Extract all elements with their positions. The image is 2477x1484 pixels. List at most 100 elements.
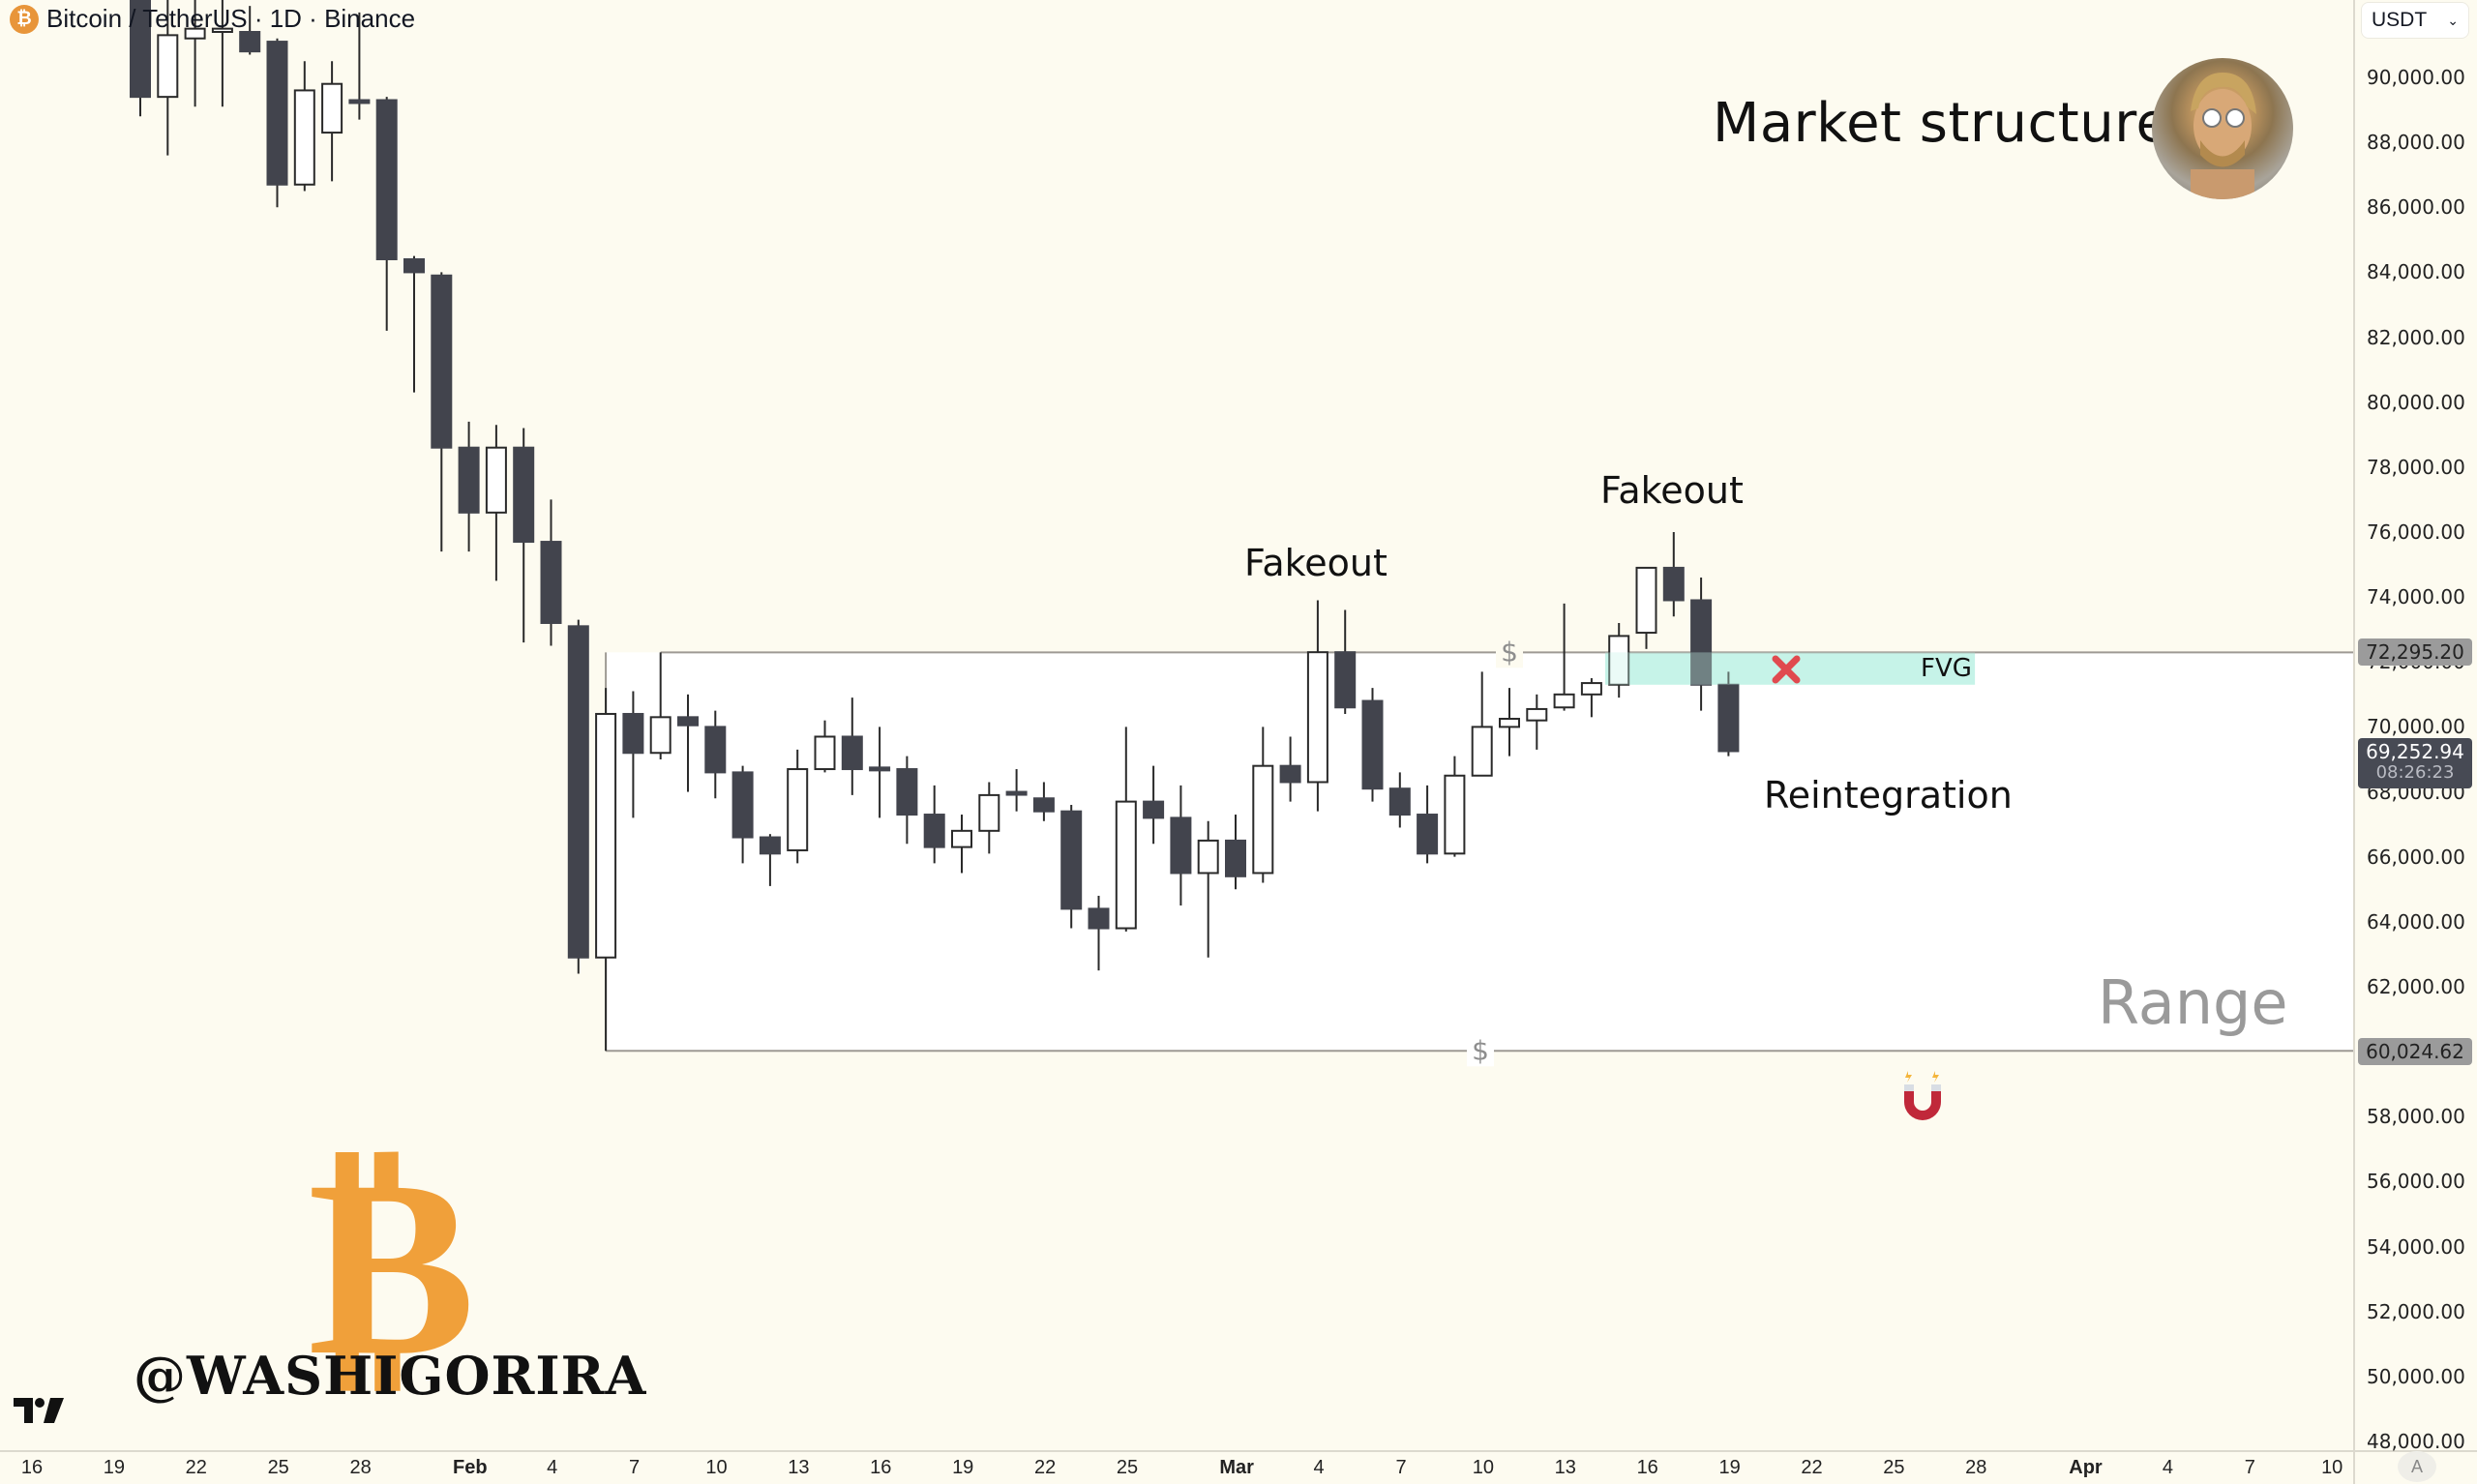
bear-candle[interactable] (1334, 651, 1357, 709)
author-handle-watermark: @WASHIGORIRA (134, 1345, 647, 1407)
bull-candle[interactable] (814, 735, 836, 771)
bear-candle[interactable] (513, 446, 535, 544)
bull-candle[interactable] (978, 793, 1000, 832)
symbol-header[interactable]: ₿ Bitcoin / TetherUS · 1D · Binance (10, 4, 415, 34)
bear-candle[interactable] (1279, 764, 1301, 784)
bull-candle[interactable] (1471, 726, 1493, 777)
fakeout-label-2: Fakeout (1600, 469, 1744, 512)
bear-candle[interactable] (348, 99, 371, 104)
bull-candle[interactable] (485, 446, 507, 514)
currency-value: USDT (2372, 9, 2428, 31)
magnet-icon (1896, 1069, 1949, 1130)
price-axis-label: 58,000.00 (2367, 1105, 2465, 1129)
bull-candle[interactable] (211, 27, 233, 34)
time-axis-label: 13 (788, 1457, 810, 1478)
price-axis-label: 48,000.00 (2367, 1429, 2465, 1453)
time-axis-label: 22 (185, 1457, 207, 1478)
price-axis-label: 62,000.00 (2367, 974, 2465, 998)
bear-candle[interactable] (266, 41, 288, 186)
time-axis-label: 10 (1472, 1457, 1495, 1478)
bear-candle[interactable] (1170, 816, 1192, 875)
bull-candle[interactable] (184, 27, 206, 40)
bitcoin-icon: ₿ (10, 4, 39, 34)
time-axis-label: 22 (1801, 1457, 1823, 1478)
bear-candle[interactable] (375, 99, 398, 260)
time-axis-label: 16 (870, 1457, 892, 1478)
bear-candle[interactable] (1361, 699, 1384, 790)
bear-candle[interactable] (1032, 797, 1055, 813)
bear-candle[interactable] (130, 0, 151, 99)
price-axis-label: 74,000.00 (2367, 585, 2465, 609)
time-axis-label: 25 (1883, 1457, 1905, 1478)
price-axis-label: 90,000.00 (2367, 66, 2465, 89)
bear-candle[interactable] (622, 712, 644, 755)
range-high-price-tag: 72,295.20 (2358, 638, 2472, 666)
bear-candle[interactable] (731, 771, 754, 839)
bull-candle[interactable] (787, 768, 809, 851)
bear-candle[interactable] (869, 766, 891, 772)
time-axis-label: 25 (1116, 1457, 1139, 1478)
bull-candle[interactable] (1444, 774, 1466, 855)
bear-candle[interactable] (1143, 800, 1165, 819)
range-low-liquidity-marker: $ (1472, 1034, 1489, 1066)
bear-candle[interactable] (567, 625, 589, 959)
bull-candle[interactable] (1252, 764, 1274, 875)
tradingview-logo[interactable] (14, 1398, 64, 1428)
reintegration-label: Reintegration (1764, 774, 2013, 816)
chevron-down-icon: ⌄ (2447, 12, 2459, 28)
currency-select[interactable]: USDT ⌄ (2361, 2, 2469, 39)
bull-candle[interactable] (951, 829, 972, 848)
bear-candle[interactable] (677, 716, 699, 727)
bull-candle[interactable] (1499, 718, 1520, 728)
bull-candle[interactable] (1635, 566, 1657, 635)
bull-candle[interactable] (293, 89, 315, 186)
fakeout-label-1: Fakeout (1244, 542, 1388, 584)
bear-candle[interactable] (1060, 810, 1083, 910)
bull-candle[interactable] (157, 34, 179, 99)
bull-candle[interactable] (321, 82, 343, 134)
bear-candle[interactable] (1690, 599, 1713, 686)
bull-candle[interactable] (1608, 635, 1630, 686)
auto-scale-button[interactable]: A (2398, 1451, 2436, 1482)
bear-candle[interactable] (458, 446, 480, 514)
bear-candle[interactable] (1225, 839, 1246, 877)
range-low-liquidity-marker-bg (1467, 1035, 1494, 1067)
bear-candle[interactable] (1005, 790, 1028, 796)
time-axis-label: 7 (2244, 1457, 2255, 1478)
bear-candle[interactable] (540, 541, 562, 624)
bear-candle[interactable] (239, 31, 261, 53)
bull-candle[interactable] (1526, 707, 1548, 722)
bear-candle[interactable] (403, 257, 425, 274)
bull-candle[interactable] (1553, 693, 1575, 709)
price-axis-label: 54,000.00 (2367, 1234, 2465, 1259)
bear-candle[interactable] (1662, 566, 1685, 602)
last-price-value: 69,252.94 (2366, 740, 2464, 763)
bull-candle[interactable] (1115, 800, 1137, 930)
bear-candle[interactable] (431, 274, 453, 449)
time-axis-label: 19 (103, 1457, 126, 1478)
bull-candle[interactable] (649, 716, 671, 755)
bear-candle[interactable] (923, 814, 945, 848)
bull-candle[interactable] (1580, 682, 1602, 696)
time-axis-label: 7 (629, 1457, 641, 1478)
author-avatar (2152, 58, 2293, 199)
bear-candle[interactable] (896, 768, 918, 816)
price-axis-label: 50,000.00 (2367, 1364, 2465, 1388)
bull-candle[interactable] (1197, 839, 1219, 875)
bear-candle[interactable] (1388, 787, 1411, 816)
bear-candle[interactable] (841, 735, 863, 771)
price-axis-label: 76,000.00 (2367, 519, 2465, 544)
bull-candle[interactable] (595, 712, 617, 959)
time-axis-label: 7 (1395, 1457, 1407, 1478)
bear-candle[interactable] (1717, 683, 1740, 753)
bull-candle[interactable] (1306, 651, 1328, 784)
time-axis-label: 19 (952, 1457, 974, 1478)
bear-candle[interactable] (704, 726, 727, 774)
price-axis-label: 84,000.00 (2367, 260, 2465, 284)
bear-candle[interactable] (1088, 907, 1110, 930)
bear-candle[interactable] (1417, 814, 1439, 855)
time-axis-label: 19 (1718, 1457, 1741, 1478)
bear-candle[interactable] (759, 836, 781, 855)
price-axis-label: 52,000.00 (2367, 1299, 2465, 1323)
